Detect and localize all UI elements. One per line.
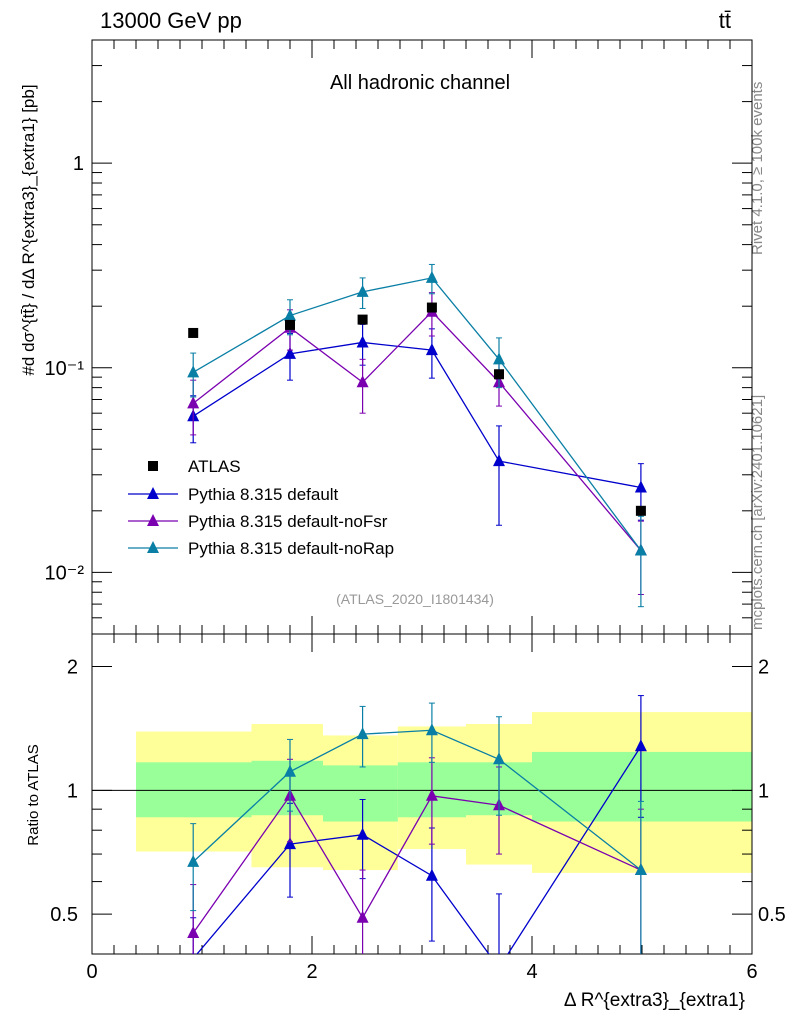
main-point-series-0 (493, 454, 505, 467)
main-point-series-0 (634, 480, 647, 493)
ratio-ytick-label-2-left: 2 (67, 657, 78, 679)
ratio-point-series-1 (187, 925, 200, 938)
ratio-series-layer (187, 695, 647, 973)
main-series-layer (187, 263, 647, 608)
main-line-series-1 (192, 310, 642, 551)
main-point-series-0 (356, 335, 369, 348)
axis-ticks (91, 39, 753, 955)
ratio-ytick-label-2-right: 2 (758, 657, 769, 679)
main-ytick-label-0.01: 10⁻² (45, 562, 85, 584)
main-point-series-2 (425, 270, 438, 283)
ratio-ytick-label-0.5-right: 0.5 (758, 904, 786, 926)
band-1sigma-bin-5 (532, 751, 752, 822)
ratio-point-series-1 (425, 788, 438, 801)
ratio-point-series-2 (187, 854, 200, 867)
mcplots-label: mcplots.cern.ch [arXiv:2401.10621] (749, 395, 766, 630)
chart-title: All hadronic channel (330, 72, 510, 94)
ratio-bands (92, 712, 752, 873)
legend-label-default: Pythia 8.315 default (188, 485, 339, 504)
ratio-ytick-label-1-left: 1 (67, 780, 78, 802)
legend-label-atlas: ATLAS (188, 457, 241, 476)
ratio-line-series-0 (196, 745, 642, 954)
legend-label-nofsr: Pythia 8.315 default-noFsr (188, 512, 388, 531)
ratio-point-series-0 (634, 739, 647, 752)
xtick-label-0: 0 (86, 961, 97, 983)
analysis-label: (ATLAS_2020_I1801434) (336, 591, 494, 607)
main-y-axis-label: #d dσ^{tt̄} / dΔ R^{extra3}_{extra1} [pb… (19, 84, 38, 375)
atlas-data-point (285, 319, 295, 330)
atlas-data-point (426, 302, 437, 313)
energy-label: 13000 GeV pp (100, 8, 242, 33)
main-point-series-1 (187, 396, 200, 409)
main-point-series-2 (493, 352, 505, 365)
ratio-point-series-0 (284, 837, 296, 850)
main-line-series-0 (192, 341, 642, 489)
atlas-data-point (357, 314, 368, 325)
ratio-point-series-2 (493, 752, 505, 765)
ratio-point-series-2 (284, 764, 296, 777)
legend-marker-atlas (148, 461, 158, 471)
main-point-series-0 (284, 346, 296, 359)
band-1sigma-bin-0 (136, 762, 252, 818)
main-point-series-2 (634, 543, 647, 556)
ratio-point-series-2 (634, 863, 647, 876)
ratio-ytick-label-1-right: 1 (758, 780, 769, 802)
xtick-label-2: 2 (306, 961, 317, 983)
ratio-point-series-0 (356, 827, 369, 840)
xtick-label-4: 4 (526, 961, 537, 983)
main-y-tick-labels: 1 10⁻¹ 10⁻² (45, 153, 85, 584)
rivet-label: Rivet 4.1.0, ≥ 100k events (749, 82, 766, 255)
main-point-series-1 (356, 375, 369, 388)
ratio-series-group-2 (187, 702, 647, 954)
process-label: tt̄ (719, 8, 731, 33)
legend: ATLAS Pythia 8.315 default Pythia 8.315 … (128, 457, 394, 558)
ratio-point-series-2 (425, 723, 438, 736)
ratio-y-axis-label: Ratio to ATLAS (25, 744, 42, 845)
band-1sigma-bin-2 (323, 765, 398, 822)
ratio-y-tick-labels: 0.5 1 2 0.5 1 2 (50, 657, 786, 927)
xtick-label-6: 6 (746, 961, 757, 983)
main-point-series-2 (356, 284, 369, 297)
atlas-data-point (494, 369, 504, 380)
legend-marker-series-1 (147, 514, 159, 526)
main-point-series-0 (425, 343, 438, 356)
main-ytick-label-1: 1 (73, 153, 84, 175)
main-point-series-2 (187, 365, 200, 378)
ratio-line-series-2 (192, 729, 642, 871)
legend-marker-series-2 (147, 541, 159, 553)
main-line-series-2 (192, 277, 642, 551)
ratio-point-series-2 (356, 727, 369, 740)
ratio-point-series-0 (425, 868, 438, 881)
x-axis-label: Δ R^{extra3}_{extra1} (564, 990, 745, 1011)
ratio-point-series-1 (356, 910, 369, 923)
legend-marker-series-0 (147, 487, 159, 499)
ratio-line-series-1 (192, 794, 642, 934)
x-tick-labels: 0 2 4 6 (86, 961, 757, 983)
ratio-ytick-label-0.5-left: 0.5 (50, 904, 78, 926)
ratio-point-series-0 (493, 961, 505, 973)
legend-label-norap: Pythia 8.315 default-noRap (188, 539, 394, 558)
atlas-data-point (635, 505, 646, 516)
atlas-data-point (188, 327, 199, 338)
band-1sigma-bin-1 (251, 760, 323, 816)
main-point-series-2 (284, 308, 296, 321)
main-ytick-label-0.1: 10⁻¹ (45, 358, 85, 380)
